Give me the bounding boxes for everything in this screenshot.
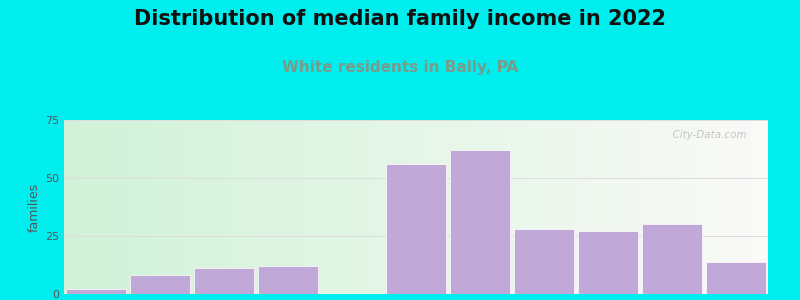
Text: White residents in Bally, PA: White residents in Bally, PA xyxy=(282,60,518,75)
Bar xyxy=(194,268,254,294)
Bar xyxy=(258,266,318,294)
Text: Distribution of median family income in 2022: Distribution of median family income in … xyxy=(134,9,666,29)
Bar xyxy=(386,164,446,294)
Bar xyxy=(130,275,190,294)
Bar xyxy=(450,150,510,294)
Bar xyxy=(514,229,574,294)
Bar xyxy=(578,231,638,294)
Y-axis label: families: families xyxy=(28,182,41,232)
Bar xyxy=(642,224,702,294)
Text: City-Data.com: City-Data.com xyxy=(666,130,747,140)
Bar xyxy=(706,262,766,294)
Bar xyxy=(66,290,126,294)
